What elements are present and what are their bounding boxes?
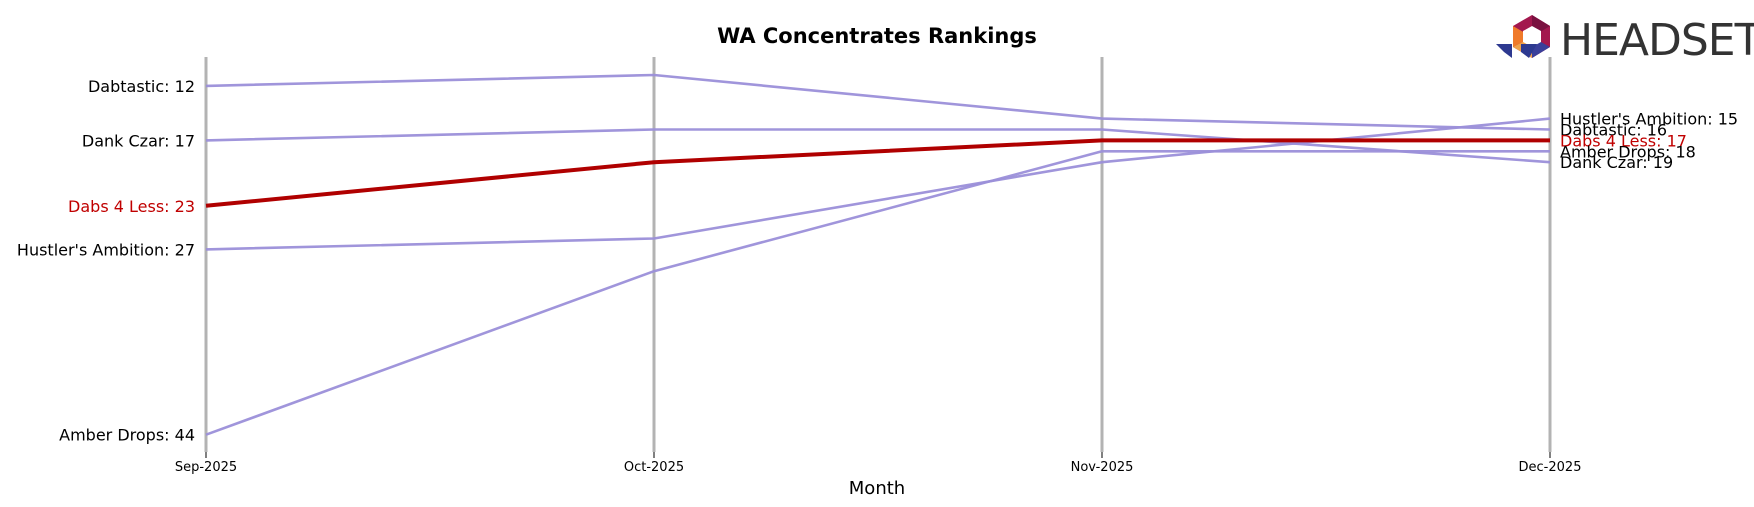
x-tick-label: Dec-2025 (1519, 460, 1582, 475)
start-label: Hustler's Ambition: 27 (17, 240, 195, 259)
start-label: Dabs 4 Less: 23 (68, 197, 195, 216)
series-line (205, 117, 1551, 251)
end-label: Dabtastic: 16 (1560, 121, 1667, 140)
x-tick-label: Nov-2025 (1071, 460, 1134, 475)
series-lines (205, 73, 1551, 436)
x-tick-label: Sep-2025 (175, 460, 237, 475)
series-labels: Dabtastic: 12 Dank Czar: 17 Dabs 4 Less: 2… (17, 77, 1738, 445)
logo-wordmark: HEADSET (1560, 15, 1754, 66)
grid-lines (204, 57, 1552, 458)
series-line (205, 138, 1550, 208)
x-axis-label: Month (849, 478, 905, 499)
chart-title: WA Concentrates Rankings (717, 24, 1037, 48)
hexagon-logo-icon (1496, 15, 1550, 58)
series-line (205, 73, 1551, 131)
series-line (205, 128, 1551, 164)
start-label: Amber Drops: 44 (59, 426, 195, 445)
start-label: Dabtastic: 12 (88, 77, 195, 96)
end-label: Hustler's Ambition: 15 (1560, 110, 1738, 129)
x-tick-label: Oct-2025 (624, 460, 684, 475)
start-label: Dank Czar: 17 (82, 131, 195, 150)
end-label: Dabs 4 Less: 17 (1560, 131, 1687, 150)
series-line (205, 150, 1550, 436)
headset-logo: HEADSET (1496, 15, 1754, 66)
x-tick-labels: Sep-2025 Oct-2025 Nov-2025 Dec-2025 (175, 460, 1582, 475)
end-label: Amber Drops: 18 (1560, 142, 1696, 161)
end-label: Dank Czar: 19 (1560, 153, 1673, 172)
